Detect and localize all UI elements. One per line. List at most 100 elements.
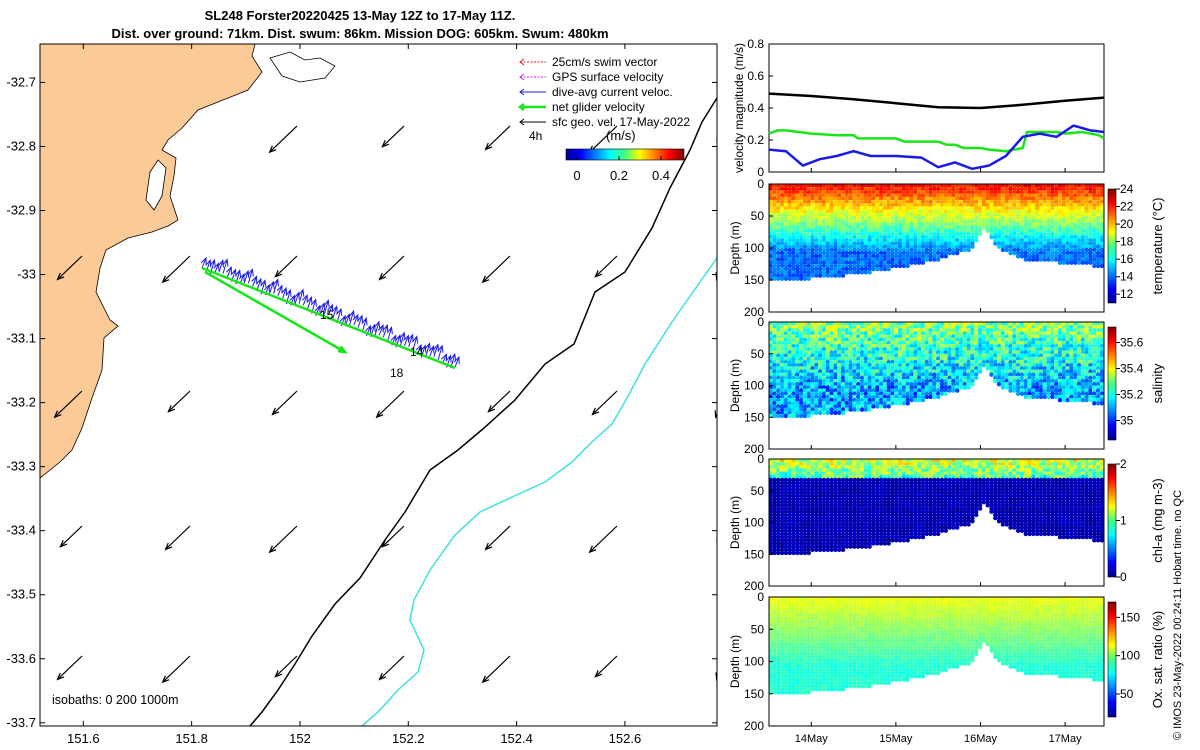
heatmap-point (947, 218, 952, 224)
heatmap-point (1012, 212, 1017, 217)
heatmap-point (772, 244, 777, 249)
heatmap-point (1031, 231, 1036, 237)
heatmap-point (867, 260, 872, 265)
heatmap-point (814, 183, 819, 189)
heatmap-point (958, 244, 964, 249)
heatmap-point (1080, 244, 1086, 249)
heatmap-point (821, 209, 827, 214)
heatmap-point (859, 218, 865, 224)
heatmap-point (825, 196, 830, 201)
heatmap-point (848, 193, 853, 198)
heatmap-point (1004, 209, 1009, 214)
heatmap-point (776, 206, 781, 211)
heatmap-point (817, 244, 823, 249)
heatmap-point (1065, 247, 1070, 253)
geo-velocity-arrow (594, 655, 618, 678)
heatmap-point (901, 196, 907, 201)
heatmap-point (882, 263, 888, 269)
heatmap-point (1031, 247, 1036, 253)
heatmap-point (966, 212, 971, 217)
heatmap-point (1095, 206, 1101, 211)
heatmap-point (932, 190, 937, 195)
geo-velocity-arrow (589, 125, 618, 153)
heatmap-point (1023, 257, 1028, 262)
heatmap-point (795, 413, 800, 419)
heatmap-point (1099, 196, 1105, 201)
heatmap-point (966, 193, 971, 198)
heatmap-point (776, 215, 781, 221)
heatmap-point (1046, 183, 1051, 189)
heatmap-point (871, 190, 876, 195)
heatmap-point (1069, 254, 1074, 259)
heatmap-point (943, 228, 949, 233)
heatmap-point (798, 244, 804, 249)
heatmap-point (1080, 183, 1086, 189)
heatmap-point (962, 196, 968, 201)
heatmap-point (905, 215, 910, 221)
dive-avg-current-arrow-head (234, 269, 242, 278)
heatmap-point (1088, 254, 1093, 259)
heatmap-point (833, 273, 838, 278)
map-lat-tick-label: -33.2 (6, 395, 36, 410)
heatmap-point (901, 238, 907, 243)
heatmap-point (768, 231, 773, 237)
heatmap-point (837, 270, 842, 275)
heatmap-point (890, 193, 895, 198)
heatmap-point (1076, 215, 1082, 221)
heatmap-point (810, 228, 815, 233)
heatmap-point (772, 382, 777, 387)
heatmap-point (875, 186, 880, 192)
heatmap-point (928, 199, 933, 205)
dive-avg-current-arrow (201, 257, 207, 269)
heatmap-point (928, 218, 933, 224)
heatmap-point (977, 215, 983, 221)
heatmap-point (1073, 247, 1078, 253)
heatmap-point (1065, 202, 1070, 208)
heatmap-point (856, 190, 861, 195)
heatmap-point (795, 202, 800, 208)
heatmap-point (787, 241, 792, 246)
heatmap-point (802, 263, 808, 269)
geo-velocity-arrow-head (588, 545, 597, 554)
heatmap-point (791, 244, 796, 249)
heatmap-point (1069, 247, 1074, 253)
heatmap-point (943, 206, 949, 211)
heatmap-point (772, 206, 777, 211)
heatmap-point (1065, 241, 1070, 246)
heatmap-point (856, 241, 861, 246)
heatmap-point (856, 199, 861, 205)
heatmap-point (1012, 218, 1017, 224)
heatmap-point (840, 215, 846, 221)
heatmap-point (996, 238, 1002, 243)
heatmap-point (852, 250, 857, 256)
heatmap-point (890, 225, 895, 230)
heatmap-point (840, 266, 846, 272)
heatmap-point (806, 250, 811, 256)
heatmap-point (791, 202, 796, 208)
heatmap-point (1031, 241, 1036, 246)
dive-avg-current-arrow (425, 343, 430, 358)
heatmap-point (829, 273, 834, 278)
heatmap-point (1092, 196, 1097, 201)
heatmap-point (951, 222, 956, 227)
heatmap-point (958, 202, 964, 208)
heatmap-point (1046, 209, 1051, 214)
heatmap-point (814, 247, 819, 253)
heatmap-point (871, 202, 876, 208)
heatmap-point (1004, 206, 1009, 211)
heatmap-point (1088, 260, 1093, 265)
heatmap-point (779, 263, 785, 269)
heatmap-point (947, 244, 952, 249)
heatmap-point (890, 190, 895, 195)
heatmap-point (1099, 222, 1105, 227)
heatmap-point (1080, 254, 1086, 259)
heatmap-point (852, 196, 857, 201)
heatmap-point (1065, 244, 1070, 249)
heatmap-point (916, 397, 922, 403)
heatmap-point (840, 196, 846, 201)
heatmap-point (779, 212, 785, 217)
heatmap-point (913, 212, 918, 217)
heatmap-point (890, 254, 895, 259)
heatmap-point (856, 225, 861, 230)
heatmap-point (833, 196, 838, 201)
